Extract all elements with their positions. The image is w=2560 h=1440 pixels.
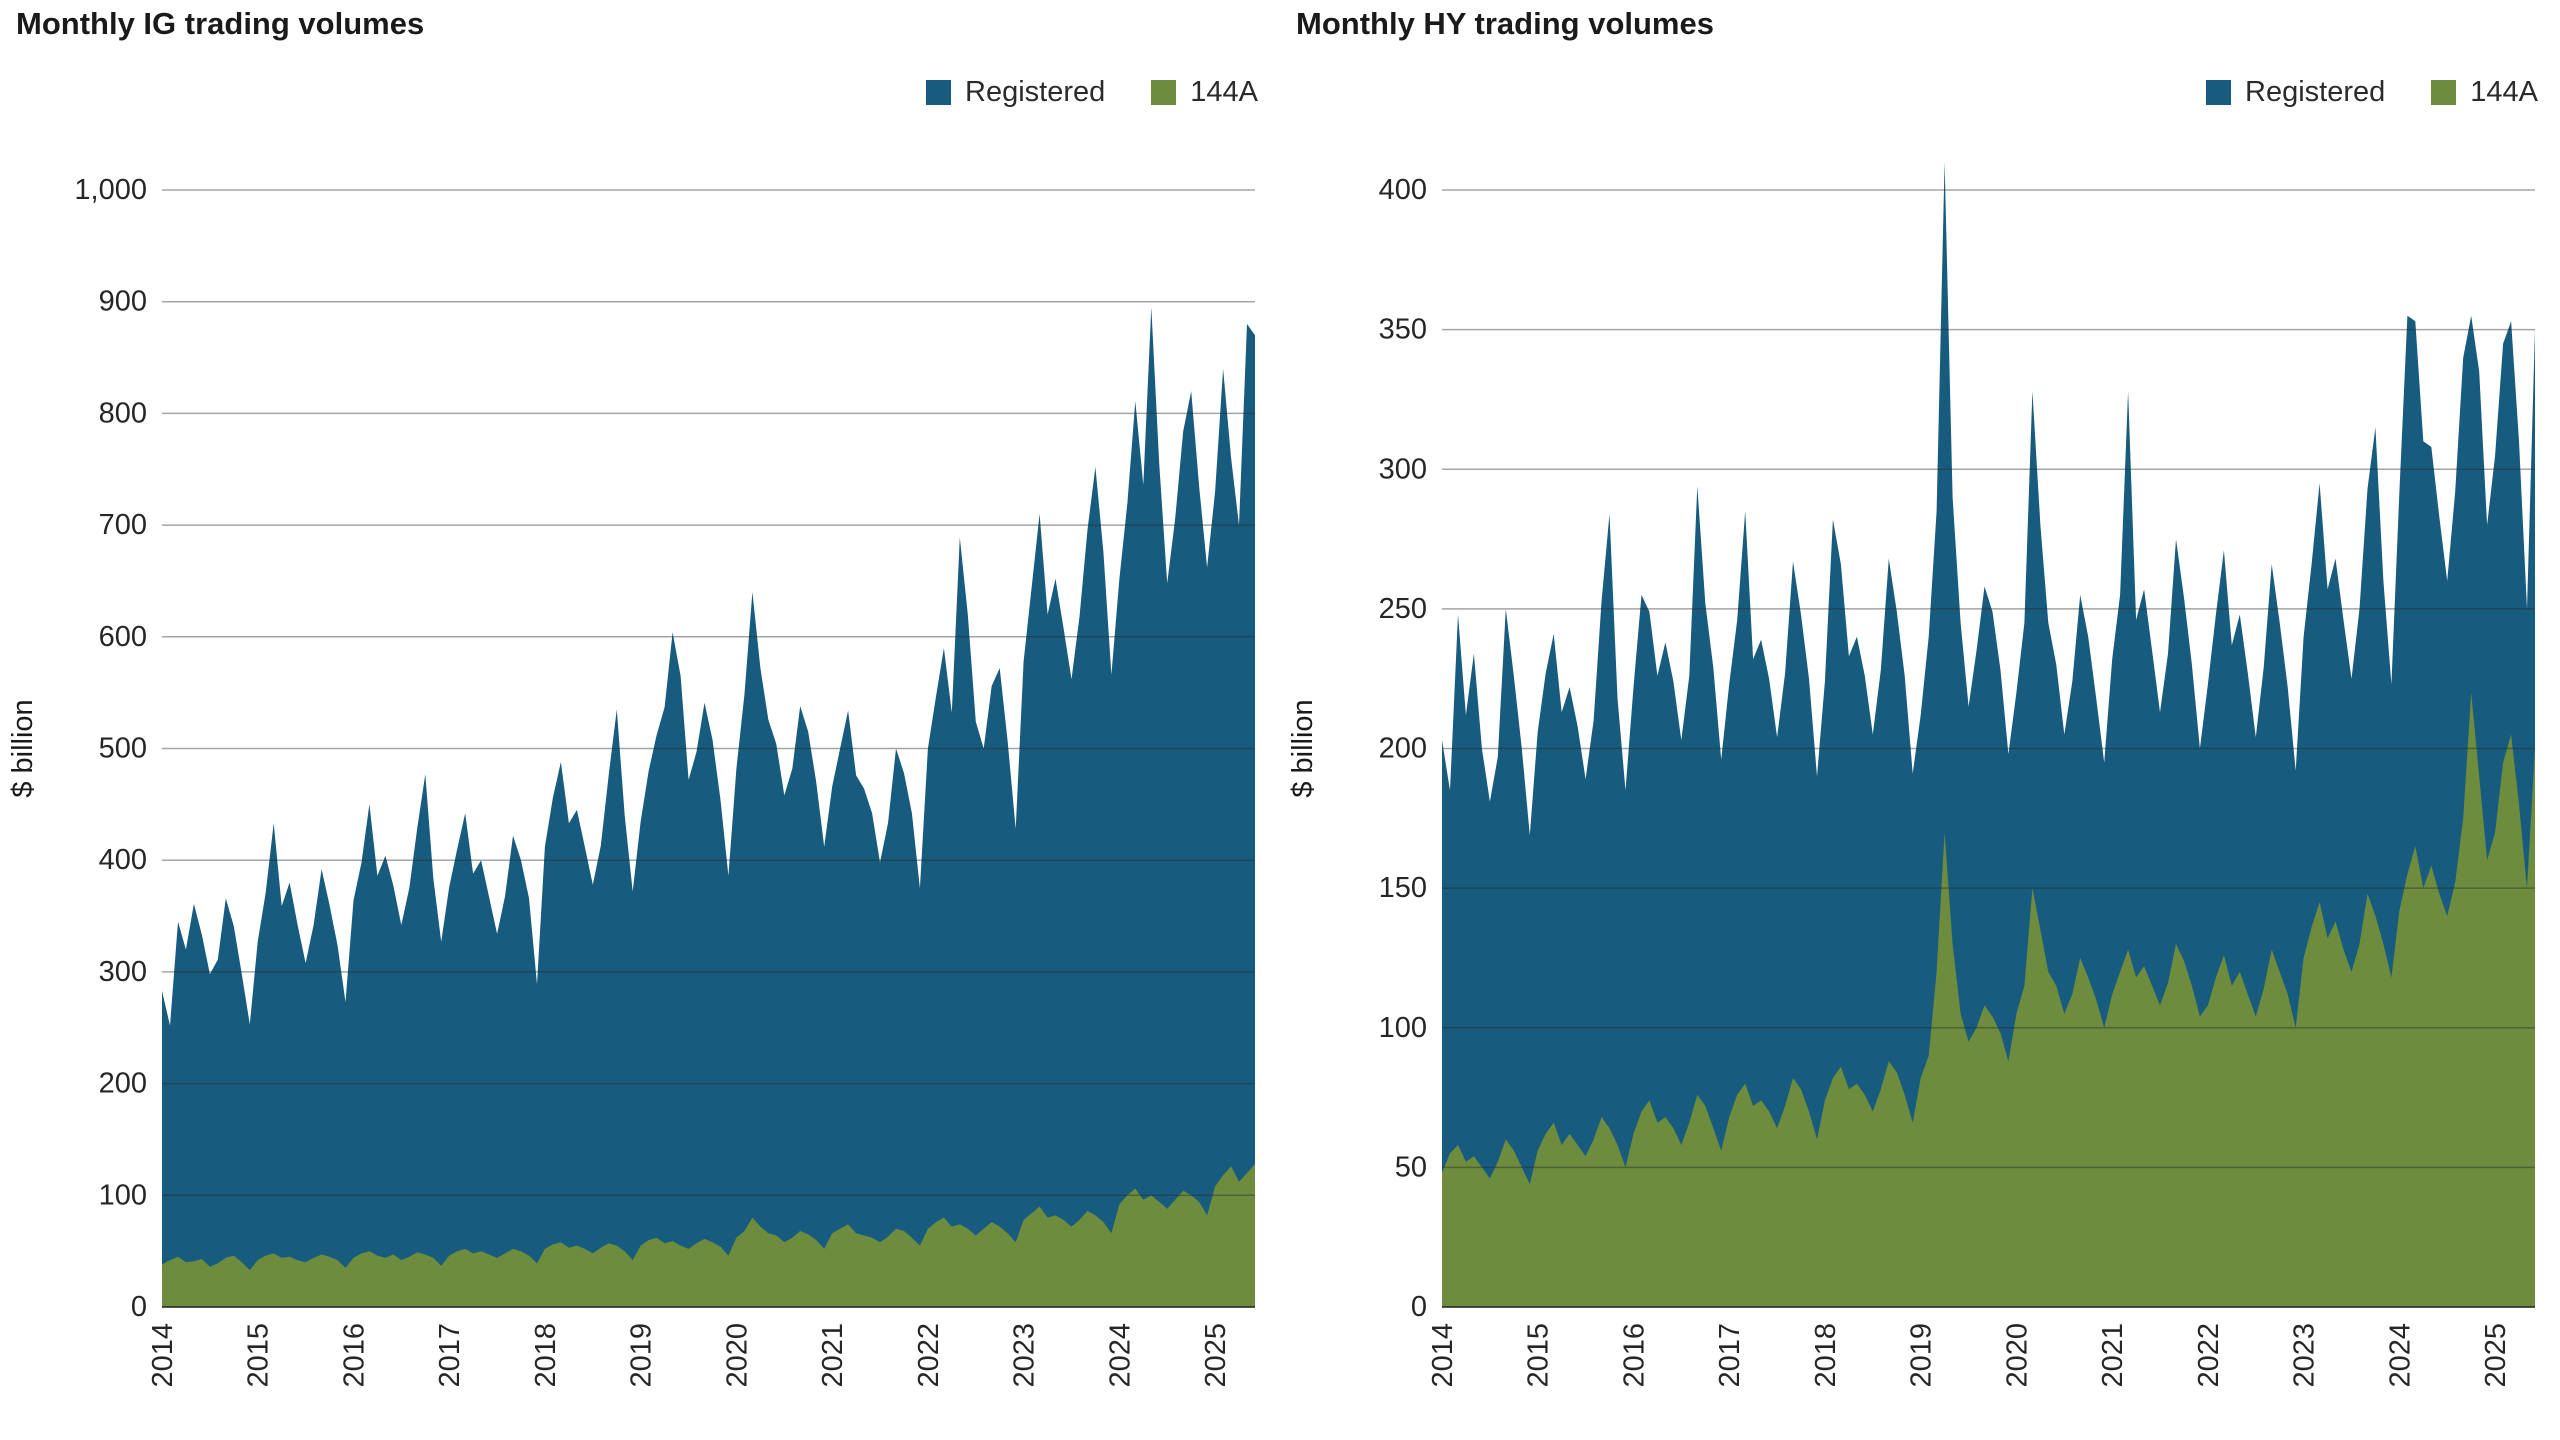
x-tick-label: 2021 bbox=[817, 1323, 849, 1388]
y-tick-label: 250 bbox=[1379, 593, 1427, 625]
ig-legend: Registered 144A bbox=[926, 76, 1258, 109]
y-tick-label: 300 bbox=[99, 956, 147, 988]
y-tick-label: 700 bbox=[99, 509, 147, 541]
x-tick-label: 2025 bbox=[2480, 1323, 2512, 1388]
x-tick-label: 2019 bbox=[626, 1323, 658, 1388]
y-tick-label: 200 bbox=[99, 1068, 147, 1100]
x-tick-label: 2024 bbox=[1104, 1323, 1136, 1388]
hy-chart: Monthly HY trading volumes Registered 14… bbox=[1280, 0, 2560, 1440]
x-tick-label: 2022 bbox=[2193, 1323, 2225, 1388]
x-tick-label: 2018 bbox=[530, 1323, 562, 1388]
x-tick-label: 2014 bbox=[147, 1323, 179, 1388]
hy-chart-title: Monthly HY trading volumes bbox=[1296, 6, 1714, 41]
x-tick-label: 2017 bbox=[434, 1323, 466, 1388]
y-tick-label: 1,000 bbox=[74, 174, 147, 206]
y-tick-label: 400 bbox=[1379, 174, 1427, 206]
registered-series-swatch bbox=[926, 80, 952, 105]
x-tick-label: 2014 bbox=[1427, 1323, 1459, 1388]
y-tick-label: 0 bbox=[131, 1291, 147, 1323]
x-tick-label: 2022 bbox=[913, 1323, 945, 1388]
x-tick-label: 2023 bbox=[1009, 1323, 1041, 1388]
legend-label-registered: Registered bbox=[965, 76, 1106, 108]
y-tick-label: 50 bbox=[1395, 1151, 1427, 1183]
x-tick-label: 2021 bbox=[2097, 1323, 2129, 1388]
y-tick-label: 400 bbox=[99, 844, 147, 876]
y-tick-label: 100 bbox=[99, 1179, 147, 1211]
hy-chart-plot: 0 50 100 150 200 250 300 350 400 2014 2015 2016 2017… bbox=[1287, 162, 2535, 1388]
ig-chart: Monthly IG trading volumes Registered 14… bbox=[7, 6, 1258, 1388]
x-tick-label: 2025 bbox=[1200, 1323, 1232, 1388]
legend-label-registered: Registered bbox=[2245, 76, 2386, 108]
legend-label-144a: 144A bbox=[1190, 76, 1258, 108]
y-tick-label: 900 bbox=[99, 286, 147, 318]
144a-area bbox=[1442, 692, 2535, 1307]
y-axis-title: $ billion bbox=[1287, 699, 1319, 797]
legend-item-registered: Registered bbox=[926, 76, 1105, 109]
legend-item-144a: 144A bbox=[1151, 76, 1258, 109]
x-tick-label: 2020 bbox=[721, 1323, 753, 1388]
x-tick-label: 2018 bbox=[1810, 1323, 1842, 1388]
registered-area bbox=[162, 307, 1255, 1307]
x-tick-label: 2015 bbox=[1523, 1323, 1555, 1388]
y-tick-label: 100 bbox=[1379, 1012, 1427, 1044]
registered-series-swatch bbox=[2206, 80, 2232, 105]
x-tick-label: 2016 bbox=[1619, 1323, 1651, 1388]
ig-chart-title: Monthly IG trading volumes bbox=[16, 6, 425, 41]
y-tick-label: 600 bbox=[99, 621, 147, 653]
y-tick-label: 0 bbox=[1411, 1291, 1427, 1323]
144a-area bbox=[162, 1164, 1255, 1307]
y-axis-title: $ billion bbox=[7, 699, 39, 797]
y-tick-label: 300 bbox=[1379, 453, 1427, 485]
hy-legend: Registered 144A bbox=[2206, 76, 2538, 109]
ig-chart-plot: 0 100 200 300 400 500 600 700 800 900 1,000 2014 201… bbox=[7, 174, 1255, 1388]
x-tick-label: 2019 bbox=[1906, 1323, 1938, 1388]
144a-series-swatch bbox=[2431, 80, 2457, 105]
legend-item-144a: 144A bbox=[2431, 76, 2538, 109]
legend-item-registered: Registered bbox=[2206, 76, 2385, 109]
y-tick-label: 200 bbox=[1379, 733, 1427, 765]
y-tick-label: 800 bbox=[99, 397, 147, 429]
x-tick-label: 2020 bbox=[2001, 1323, 2033, 1388]
legend-label-144a: 144A bbox=[2470, 76, 2538, 108]
x-tick-label: 2023 bbox=[2289, 1323, 2321, 1388]
y-tick-label: 150 bbox=[1379, 872, 1427, 904]
y-tick-label: 500 bbox=[99, 733, 147, 765]
x-tick-label: 2016 bbox=[339, 1323, 371, 1388]
y-tick-label: 350 bbox=[1379, 314, 1427, 346]
x-tick-label: 2015 bbox=[243, 1323, 275, 1388]
144a-series-swatch bbox=[1151, 80, 1177, 105]
x-tick-label: 2024 bbox=[2384, 1323, 2416, 1388]
x-tick-label: 2017 bbox=[1714, 1323, 1746, 1388]
